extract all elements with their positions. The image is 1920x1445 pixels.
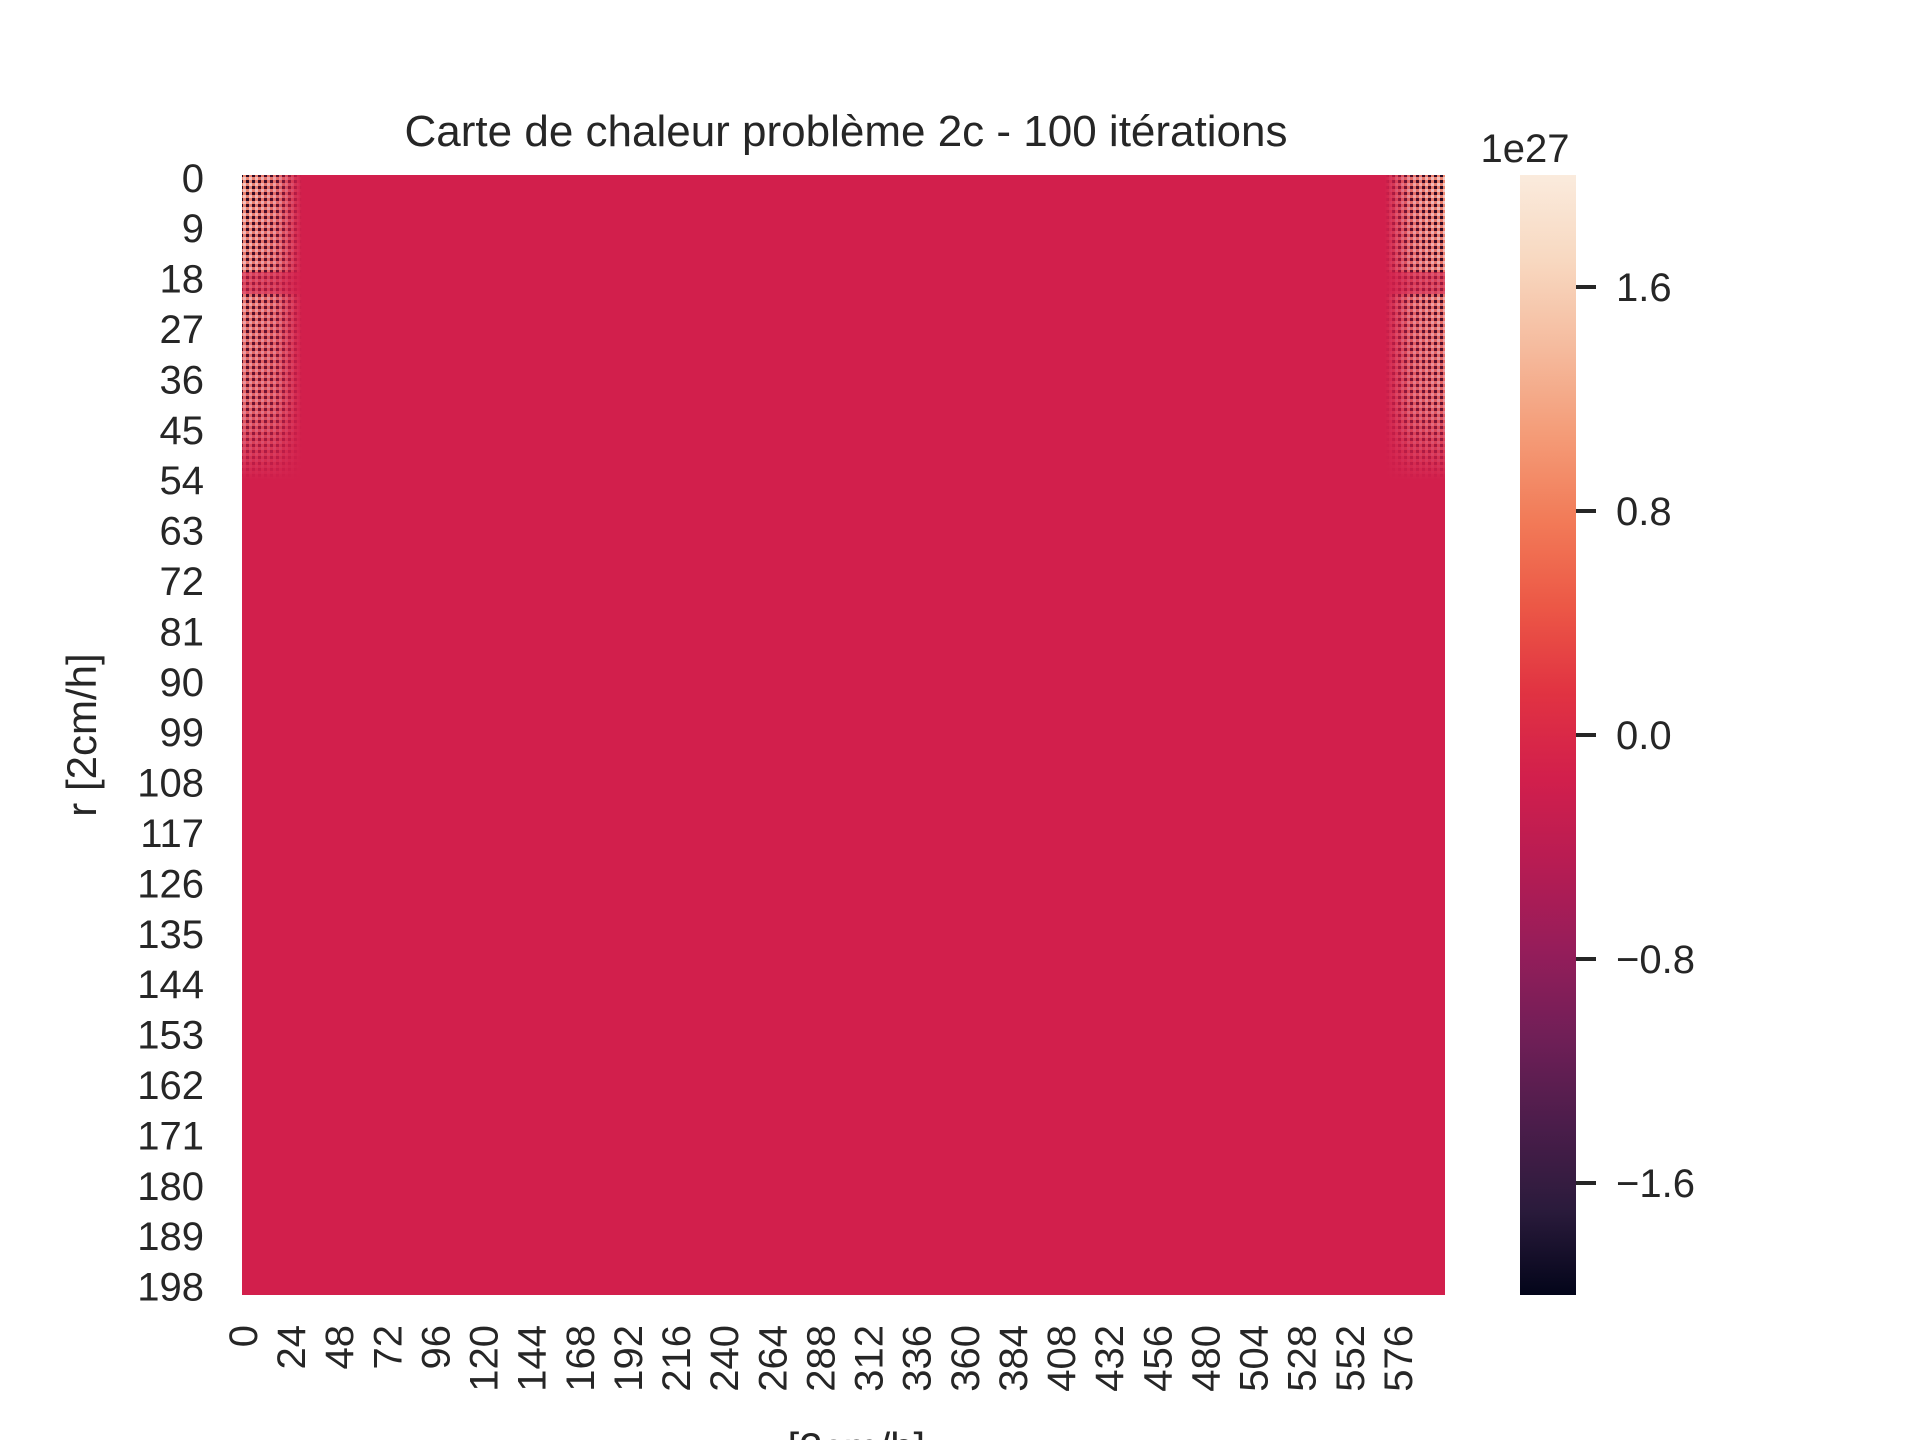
colorbar-tick-label: −0.8 xyxy=(1616,938,1695,982)
y-tick-label: 36 xyxy=(160,358,205,402)
y-tick-label: 18 xyxy=(160,258,205,302)
x-tick-label: 216 xyxy=(655,1325,699,1392)
colorbar-tick-label: 1.6 xyxy=(1616,266,1672,310)
hot-region-right-fade-y xyxy=(1385,175,1445,480)
x-tick-label: 0 xyxy=(222,1325,266,1347)
y-tick-label: 108 xyxy=(137,762,204,806)
colorbar-tick-label: −1.6 xyxy=(1616,1162,1695,1206)
heatmap-area xyxy=(242,175,1445,1295)
x-tick-label: 312 xyxy=(848,1325,892,1392)
x-tick-label: 168 xyxy=(559,1325,603,1392)
y-tick-label: 135 xyxy=(137,913,204,957)
x-tick-label: 576 xyxy=(1377,1325,1421,1392)
x-tick-label: 360 xyxy=(944,1325,988,1392)
colorbar-scale-label: 1e27 xyxy=(1481,127,1570,171)
x-tick-label: 144 xyxy=(511,1325,555,1392)
x-tick-label: 528 xyxy=(1281,1325,1325,1392)
y-tick-label: 126 xyxy=(137,862,204,906)
x-tick-label: 240 xyxy=(703,1325,747,1392)
y-tick-label: 63 xyxy=(160,510,205,554)
chart-title: Carte de chaleur problème 2c - 100 itéra… xyxy=(405,107,1288,156)
x-tick-label: 552 xyxy=(1329,1325,1373,1392)
hot-region-left-fade-y xyxy=(242,175,302,480)
y-axis-label: r [2cm/h] xyxy=(58,653,105,816)
x-tick-label: 456 xyxy=(1136,1325,1180,1392)
x-tick-label: 480 xyxy=(1184,1325,1228,1392)
y-tick-label: 117 xyxy=(140,812,204,856)
colorbar-gradient xyxy=(1520,175,1576,1295)
hot-gap-right xyxy=(1385,272,1445,294)
y-tick-label: 90 xyxy=(160,661,205,705)
y-tick-label: 0 xyxy=(182,157,204,201)
y-tick-label: 81 xyxy=(160,610,205,654)
x-tick-label: 384 xyxy=(992,1325,1036,1392)
y-tick-label: 153 xyxy=(137,1014,204,1058)
x-axis-ticks: 0 24 48 72 96 120 144 168 192 216 240 264 288 312 336 3… xyxy=(222,1325,1421,1392)
colorbar-ticks: 1.6 0.8 0.0 −0.8 −1.6 xyxy=(1576,266,1695,1206)
y-axis-ticks: 0 9 18 27 36 45 54 63 72 81 90 99 108 117 126 135 144 153… xyxy=(137,157,204,1310)
y-tick-label: 27 xyxy=(160,308,205,352)
y-tick-label: 162 xyxy=(137,1064,204,1108)
hot-gap-left xyxy=(242,272,302,294)
x-axis-label: z [2cm/h] xyxy=(755,1424,925,1440)
x-tick-label: 432 xyxy=(1088,1325,1132,1392)
x-tick-label: 72 xyxy=(366,1325,410,1370)
y-tick-label: 72 xyxy=(160,560,205,604)
x-tick-label: 336 xyxy=(896,1325,940,1392)
x-tick-label: 24 xyxy=(270,1325,314,1370)
y-tick-label: 180 xyxy=(137,1165,204,1209)
x-tick-label: 96 xyxy=(414,1325,458,1370)
x-tick-label: 48 xyxy=(318,1325,362,1370)
y-tick-label: 54 xyxy=(160,459,205,503)
x-tick-label: 504 xyxy=(1233,1325,1277,1392)
y-tick-label: 99 xyxy=(160,711,205,755)
x-tick-label: 408 xyxy=(1040,1325,1084,1392)
y-tick-label: 189 xyxy=(137,1215,204,1259)
colorbar-tick-label: 0.0 xyxy=(1616,714,1672,758)
y-tick-label: 198 xyxy=(137,1266,204,1310)
x-tick-label: 120 xyxy=(463,1325,507,1392)
y-tick-label: 144 xyxy=(137,963,204,1007)
heatmap-background xyxy=(242,175,1445,1295)
y-tick-label: 45 xyxy=(160,409,205,453)
y-tick-label: 171 xyxy=(137,1114,204,1158)
y-tick-label: 9 xyxy=(182,207,204,251)
colorbar: 1e27 1.6 0.8 0.0 −0.8 −1.6 xyxy=(1481,127,1695,1295)
x-tick-label: 192 xyxy=(607,1325,651,1392)
x-tick-label: 264 xyxy=(751,1325,795,1392)
x-tick-label: 288 xyxy=(799,1325,843,1392)
colorbar-tick-label: 0.8 xyxy=(1616,490,1672,534)
